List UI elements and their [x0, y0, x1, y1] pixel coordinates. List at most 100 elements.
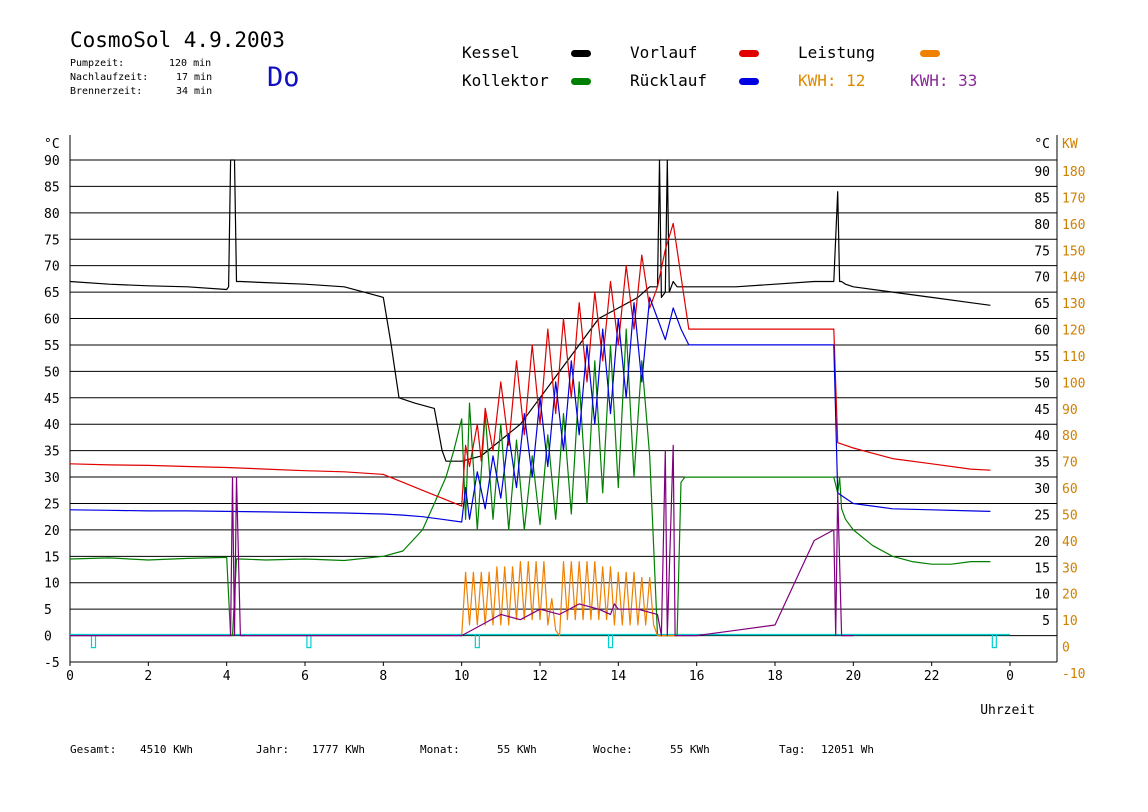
y-tick-label-right-power: 10	[1062, 614, 1078, 629]
y-tick-label-right-power: 40	[1062, 535, 1078, 550]
legend-kollektor-swatch	[571, 78, 591, 85]
y-tick-label-right-power: 70	[1062, 456, 1078, 471]
y-tick-label-right-power: 0	[1062, 641, 1070, 656]
y-tick-label-right-temp: 40	[1034, 429, 1050, 444]
y-tick-label-left: 65	[44, 286, 60, 301]
x-tick-label: 8	[379, 669, 387, 684]
y-tick-label-right-temp: 70	[1034, 271, 1050, 286]
y-axis-unit-left: °C	[44, 137, 60, 152]
time-marker	[306, 633, 312, 649]
x-tick-label: 18	[767, 669, 783, 684]
y-tick-label-right-power: 110	[1062, 350, 1085, 365]
y-tick-label-left: 50	[44, 365, 60, 380]
tag-value: 12051 Wh	[821, 743, 874, 756]
y-tick-label-left: 20	[44, 524, 60, 539]
y-tick-label-right-temp: 20	[1034, 535, 1050, 550]
legend-kollektor-label: Kollektor	[462, 71, 549, 90]
y-tick-label-left: 35	[44, 445, 60, 460]
y-tick-label-right-power: 90	[1062, 403, 1078, 418]
y-tick-label-right-temp: 10	[1034, 588, 1050, 603]
y-tick-label-left: 5	[44, 603, 52, 618]
tag-label: Tag:	[779, 743, 806, 756]
y-tick-label-right-power: 170	[1062, 191, 1085, 206]
y-tick-label-right-temp: 80	[1034, 218, 1050, 233]
y-tick-label-left: -5	[44, 656, 60, 671]
legend-ruecklauf-swatch	[739, 78, 759, 85]
y-tick-label-left: 0	[44, 630, 52, 645]
y-tick-label-right-power: 60	[1062, 482, 1078, 497]
monat-value: 55 KWh	[497, 743, 537, 756]
y-tick-label-left: 10	[44, 577, 60, 592]
x-tick-label: 0	[1006, 669, 1014, 684]
chart-title: CosmoSol 4.9.2003	[70, 28, 285, 52]
y-tick-label-right-temp: 90	[1034, 165, 1050, 180]
y-tick-label-right-power: 30	[1062, 561, 1078, 576]
y-tick-label-right-power: 100	[1062, 376, 1085, 391]
x-tick-label: 12	[532, 669, 548, 684]
x-tick-label: 4	[223, 669, 231, 684]
brennerzeit-label: Brennerzeit:	[70, 86, 143, 97]
y-tick-label-left: 15	[44, 550, 60, 565]
y-tick-label-left: 60	[44, 313, 60, 328]
x-tick-label: 20	[846, 669, 862, 684]
y-tick-label-right-temp: 30	[1034, 482, 1050, 497]
nachlaufzeit-label: Nachlaufzeit:	[70, 72, 149, 83]
x-tick-label: 14	[611, 669, 627, 684]
weekday-label: Do	[267, 62, 300, 93]
woche-label: Woche:	[593, 743, 633, 756]
y-tick-label-left: 30	[44, 471, 60, 486]
legend-vorlauf-label: Vorlauf	[630, 43, 698, 62]
woche-value: 55 KWh	[670, 743, 710, 756]
y-tick-label-left: 70	[44, 260, 60, 275]
legend-leistung-swatch	[920, 50, 940, 57]
series-line-leistung	[461, 560, 681, 637]
y-axis-unit-right-power: KW	[1062, 137, 1078, 152]
brennerzeit-value: 34 min	[176, 86, 213, 97]
gesamt-value: 4510 KWh	[140, 743, 193, 756]
y-tick-label-right-temp: 60	[1034, 324, 1050, 339]
x-tick-label: 10	[454, 669, 470, 684]
pumpzeit-value: 120 min	[169, 58, 212, 69]
y-tick-label-right-power: 120	[1062, 324, 1085, 339]
y-tick-label-right-temp: 25	[1034, 508, 1050, 523]
y-tick-label-left: 80	[44, 207, 60, 222]
y-tick-label-left: 25	[44, 497, 60, 512]
pumpzeit-label: Pumpzeit:	[70, 58, 125, 69]
jahr-value: 1777 KWh	[312, 743, 365, 756]
jahr-label: Jahr:	[256, 743, 290, 756]
y-tick-label-right-temp: 5	[1042, 614, 1050, 629]
y-tick-label-left: 90	[44, 154, 60, 169]
y-tick-label-right-power: 20	[1062, 588, 1078, 603]
y-tick-label-right-power: 130	[1062, 297, 1085, 312]
time-marker	[991, 633, 997, 649]
x-tick-label: 6	[301, 669, 309, 684]
time-marker	[607, 633, 614, 649]
y-axis-unit-right-temp: °C	[1034, 137, 1050, 152]
y-tick-label-right-temp: 65	[1034, 297, 1050, 312]
series-line-kessel	[69, 159, 991, 462]
legend-kwh-orange: KWH: 12	[798, 71, 866, 90]
y-tick-label-right-power: 150	[1062, 244, 1085, 259]
y-tick-label-left: 45	[44, 392, 60, 407]
y-tick-label-right-temp: 75	[1034, 244, 1050, 259]
legend-vorlauf-swatch	[739, 50, 759, 57]
y-tick-label-left: 75	[44, 233, 60, 248]
y-tick-label-right-temp: 45	[1034, 403, 1050, 418]
y-tick-label-right-temp: 15	[1034, 561, 1050, 576]
legend-kessel-label: Kessel	[462, 43, 520, 62]
series-line-kollektor	[69, 328, 991, 637]
y-tick-label-right-power: 80	[1062, 429, 1078, 444]
x-tick-label: 2	[144, 669, 152, 684]
x-tick-label: 16	[689, 669, 705, 684]
y-tick-label-right-power: 160	[1062, 218, 1085, 233]
gesamt-label: Gesamt:	[70, 743, 117, 756]
series-line-r-cklauf	[69, 296, 991, 523]
y-tick-label-right-power: 140	[1062, 271, 1085, 286]
time-marker	[90, 633, 97, 649]
legend-kessel-swatch	[571, 50, 591, 57]
y-tick-label-right-power: -10	[1062, 667, 1085, 682]
legend-ruecklauf-label: Rücklauf	[630, 71, 708, 90]
nachlaufzeit-value: 17 min	[176, 72, 213, 83]
x-tick-label: 22	[924, 669, 940, 684]
